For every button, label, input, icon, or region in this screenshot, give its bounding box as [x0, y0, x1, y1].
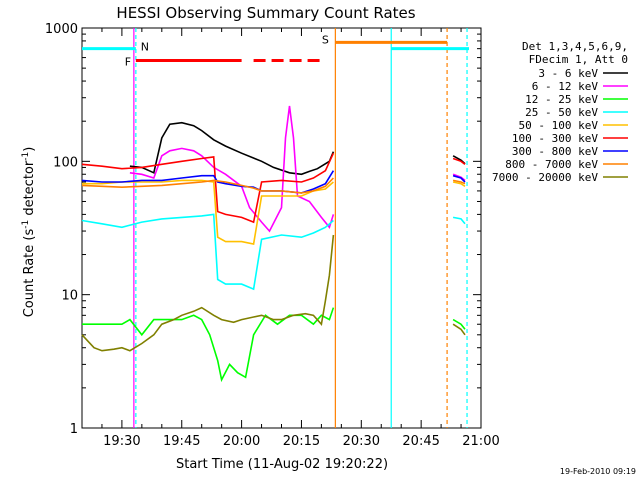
- series-line-8: [81, 234, 335, 352]
- legend-header-line1: Det 1,3,4,5,6,9,: [522, 40, 628, 53]
- legend-header-line2: FDecim 1, Att 0: [529, 53, 628, 66]
- legend-label-3: 25 - 50 keV: [525, 106, 598, 119]
- series-line-4: [82, 179, 334, 245]
- flag-label-N: N: [141, 41, 149, 54]
- x-tick-label: 20:15: [283, 434, 320, 449]
- plot-frame: [81, 27, 482, 429]
- svg-text:Count Rate (s-1 detector-1): Count Rate (s-1 detector-1): [21, 147, 37, 318]
- series-line-5-late: [452, 157, 466, 165]
- series-line-2: [82, 307, 335, 383]
- y-tick-label: 1000: [45, 22, 78, 37]
- x-tick-label: 19:45: [163, 434, 200, 449]
- series-line-7: [81, 177, 334, 194]
- axis-ticks: 1 10 100 1000 19:30 19:45 20:00 20:15 20:30 20:45…: [45, 22, 500, 449]
- series-lines: [81, 105, 466, 383]
- footer-timestamp: 19-Feb-2010 09:19: [560, 467, 636, 476]
- series-line-3: [81, 213, 334, 291]
- series-line-5: [81, 152, 335, 224]
- ylabel-sup1: -1: [21, 220, 31, 229]
- series-line-0: [129, 121, 335, 176]
- flag-label-F: F: [125, 56, 131, 69]
- x-tick-label: 21:00: [462, 434, 499, 449]
- x-tick-label: 20:45: [402, 434, 439, 449]
- x-tick-label: 20:00: [223, 434, 260, 449]
- legend-label-1: 6 - 12 keV: [532, 80, 599, 93]
- series-line-3-late: [452, 216, 466, 225]
- legend-label-4: 50 - 100 keV: [519, 119, 599, 132]
- flag-label-S: S: [322, 33, 329, 46]
- chart-title: HESSI Observing Summary Count Rates: [116, 4, 415, 22]
- series-line-7-late: [452, 179, 466, 185]
- series-line-4-late: [452, 181, 466, 187]
- legend-label-7: 800 - 7000 keV: [505, 158, 598, 171]
- ylabel-part2: detector: [22, 160, 37, 220]
- y-tick-label: 100: [53, 155, 78, 170]
- x-axis-label: Start Time (11-Aug-02 19:20:22): [176, 457, 388, 472]
- flag-bars: NF S: [82, 28, 470, 428]
- series-line-6-late: [452, 174, 466, 183]
- ylabel-sup2: -1: [21, 152, 31, 161]
- y-axis-label: Count Rate (s-1 detector-1): [21, 147, 37, 318]
- series-line-2-late: [452, 318, 466, 330]
- legend: Det 1,3,4,5,6,9, FDecim 1, Att 0 3 - 6 k…: [492, 40, 628, 184]
- legend-label-2: 12 - 25 keV: [525, 93, 598, 106]
- legend-label-0: 3 - 6 keV: [538, 67, 598, 80]
- ylabel-part3: ): [22, 147, 37, 152]
- legend-label-6: 300 - 800 keV: [512, 145, 598, 158]
- x-tick-label: 19:30: [103, 434, 140, 449]
- y-tick-label: 1: [70, 422, 78, 437]
- legend-label-5: 100 - 300 keV: [512, 132, 598, 145]
- ylabel-part1: Count Rate (s: [22, 229, 37, 318]
- series-line-8-late: [452, 323, 466, 336]
- y-tick-label: 10: [61, 289, 78, 304]
- series-line-1: [129, 105, 335, 233]
- legend-label-8: 7000 - 20000 keV: [492, 171, 598, 184]
- x-tick-label: 20:30: [343, 434, 380, 449]
